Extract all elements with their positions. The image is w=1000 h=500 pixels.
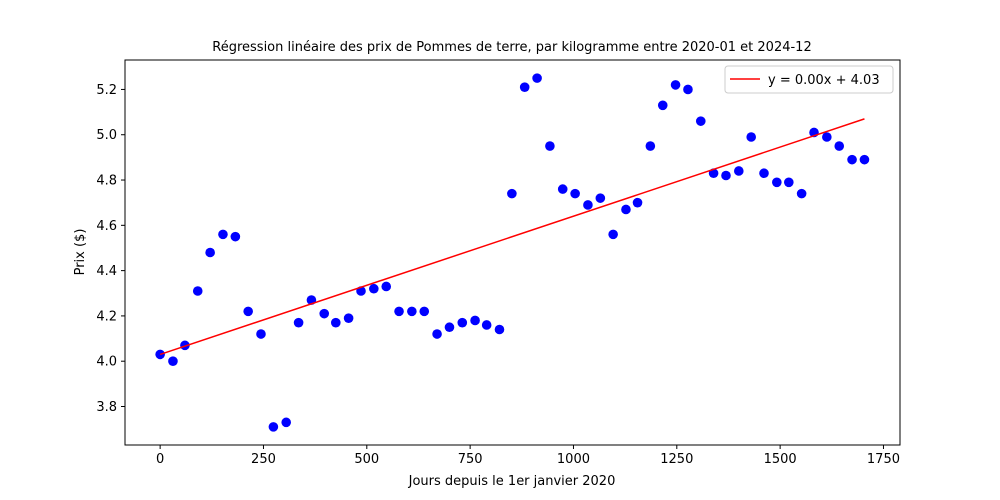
data-point	[532, 73, 542, 83]
data-point	[369, 283, 379, 294]
data-point	[494, 324, 505, 335]
y-tick-label: 3.8	[96, 400, 117, 415]
x-tick-label: 1000	[557, 452, 590, 467]
data-point	[683, 84, 693, 95]
y-tick-label: 4.6	[96, 219, 117, 234]
data-point	[243, 306, 253, 317]
x-tick-label: 250	[251, 452, 276, 467]
x-axis-ticks: 0 250 500 750 1000 1250 1500 1750	[156, 445, 900, 467]
data-point	[268, 422, 279, 432]
data-point	[319, 308, 330, 319]
data-point	[796, 188, 807, 199]
data-point	[645, 141, 656, 151]
data-point	[419, 306, 430, 317]
data-point	[670, 80, 681, 90]
data-point	[343, 313, 354, 323]
data-point	[583, 200, 593, 210]
data-point	[168, 356, 178, 367]
data-point	[734, 166, 744, 176]
y-axis-ticks: 3.8 4.0 4.2 4.4 4.6 4.8 5.0 5.2	[96, 83, 125, 415]
data-point	[632, 197, 643, 208]
x-tick-label: 750	[458, 452, 483, 467]
data-point	[608, 229, 618, 240]
data-point	[834, 141, 845, 151]
data-point	[772, 177, 782, 188]
data-point	[621, 204, 631, 215]
y-tick-label: 5.0	[96, 128, 117, 143]
data-point	[859, 154, 870, 165]
data-point	[457, 317, 468, 328]
x-tick-label: 1750	[867, 452, 900, 467]
x-tick-label: 0	[156, 452, 164, 467]
data-point	[470, 315, 480, 326]
x-tick-label: 1500	[764, 452, 797, 467]
data-point	[557, 184, 568, 194]
data-point	[657, 100, 668, 111]
data-point	[293, 317, 304, 328]
data-point	[381, 281, 392, 292]
y-tick-label: 4.0	[96, 355, 117, 370]
data-point	[155, 349, 165, 360]
data-point	[230, 231, 241, 242]
data-point	[507, 188, 517, 199]
data-point	[192, 286, 203, 296]
y-tick-label: 5.2	[96, 83, 117, 98]
data-point	[545, 141, 555, 151]
data-point	[481, 320, 492, 330]
legend-entry-regression: y = 0.00x + 4.03	[768, 73, 880, 88]
data-point	[281, 417, 292, 428]
data-point	[695, 116, 706, 126]
data-point	[218, 229, 228, 240]
regression-line	[159, 118, 865, 356]
legend-box	[724, 65, 894, 94]
data-point	[205, 247, 215, 258]
data-point	[746, 132, 756, 142]
data-point	[847, 154, 857, 165]
data-point	[721, 170, 731, 181]
data-point	[822, 132, 832, 142]
chart-title: Régression linéaire des prix de Pommes d…	[212, 40, 811, 55]
x-axis-label: Jours depuis le 1er janvier 2020	[408, 474, 616, 489]
legend: y = 0.00x + 4.03	[724, 65, 894, 94]
data-point	[394, 306, 404, 317]
y-axis-label: Prix ($)	[73, 229, 88, 276]
y-tick-label: 4.2	[96, 309, 117, 324]
y-tick-label: 4.4	[96, 264, 117, 279]
data-point	[784, 177, 794, 188]
axes-frame	[124, 59, 901, 446]
data-point	[256, 329, 266, 339]
plot-area	[155, 73, 870, 432]
data-point	[519, 82, 530, 92]
y-tick-label: 4.8	[96, 174, 117, 189]
data-point	[331, 317, 341, 328]
x-tick-label: 500	[354, 452, 379, 467]
data-point	[407, 306, 417, 317]
data-point	[595, 193, 606, 203]
data-point	[759, 168, 769, 179]
x-tick-label: 1250	[660, 452, 693, 467]
data-point	[444, 322, 455, 333]
data-point	[570, 188, 580, 199]
data-point	[432, 329, 442, 339]
